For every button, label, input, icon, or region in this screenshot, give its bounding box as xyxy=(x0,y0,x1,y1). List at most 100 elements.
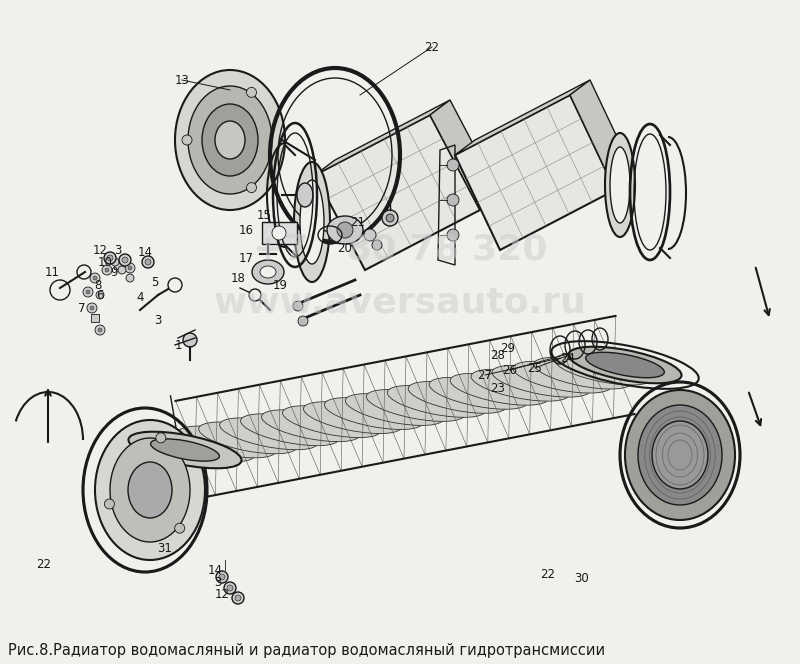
Ellipse shape xyxy=(625,390,735,520)
Circle shape xyxy=(104,252,116,264)
Ellipse shape xyxy=(586,353,664,378)
Circle shape xyxy=(168,278,182,292)
Circle shape xyxy=(364,229,376,241)
Circle shape xyxy=(118,266,126,274)
Circle shape xyxy=(227,585,233,591)
Text: www.aversauto.ru: www.aversauto.ru xyxy=(214,285,586,319)
Text: 15: 15 xyxy=(257,208,271,222)
Polygon shape xyxy=(315,115,480,270)
Circle shape xyxy=(382,210,398,226)
Ellipse shape xyxy=(129,432,242,468)
Circle shape xyxy=(87,303,97,313)
Circle shape xyxy=(447,229,459,241)
Text: 17: 17 xyxy=(238,252,254,264)
Circle shape xyxy=(145,259,151,265)
Text: 5: 5 xyxy=(151,276,158,288)
FancyBboxPatch shape xyxy=(114,261,122,269)
Text: 1: 1 xyxy=(174,339,182,351)
Text: 3: 3 xyxy=(214,576,222,588)
Circle shape xyxy=(102,265,112,275)
Text: 30: 30 xyxy=(574,572,590,584)
Text: 18: 18 xyxy=(230,272,246,284)
Text: 7: 7 xyxy=(78,301,86,315)
Ellipse shape xyxy=(429,377,527,409)
Text: 24: 24 xyxy=(561,351,575,365)
Circle shape xyxy=(219,574,225,580)
Circle shape xyxy=(105,268,109,272)
Circle shape xyxy=(156,433,166,443)
Circle shape xyxy=(174,523,185,533)
Ellipse shape xyxy=(327,216,363,244)
Ellipse shape xyxy=(300,180,324,264)
Ellipse shape xyxy=(325,398,422,430)
Text: 4: 4 xyxy=(136,291,144,303)
Polygon shape xyxy=(570,80,635,190)
Circle shape xyxy=(183,333,197,347)
FancyBboxPatch shape xyxy=(91,314,99,322)
Ellipse shape xyxy=(220,418,318,450)
Polygon shape xyxy=(455,80,590,155)
Ellipse shape xyxy=(605,133,635,237)
Ellipse shape xyxy=(136,434,234,466)
Text: 22: 22 xyxy=(425,41,439,54)
Ellipse shape xyxy=(555,353,654,385)
Ellipse shape xyxy=(241,414,339,446)
Circle shape xyxy=(126,274,134,282)
Text: +7   80 78 320: +7 80 78 320 xyxy=(253,232,547,266)
Text: 3: 3 xyxy=(114,244,122,256)
Ellipse shape xyxy=(294,162,330,282)
Circle shape xyxy=(125,263,135,273)
Text: 10: 10 xyxy=(98,256,113,268)
Polygon shape xyxy=(430,100,500,210)
Ellipse shape xyxy=(175,70,285,210)
Circle shape xyxy=(447,159,459,171)
Circle shape xyxy=(83,287,93,297)
Text: 26: 26 xyxy=(502,363,518,376)
Ellipse shape xyxy=(157,430,255,462)
Ellipse shape xyxy=(198,422,297,454)
Circle shape xyxy=(96,291,104,299)
Circle shape xyxy=(447,194,459,206)
Circle shape xyxy=(95,325,105,335)
Ellipse shape xyxy=(297,183,313,207)
Circle shape xyxy=(216,571,228,583)
Ellipse shape xyxy=(534,357,632,389)
Circle shape xyxy=(224,582,236,594)
Circle shape xyxy=(372,240,382,250)
Text: 12: 12 xyxy=(214,588,230,602)
Ellipse shape xyxy=(260,266,276,278)
Ellipse shape xyxy=(215,121,245,159)
Ellipse shape xyxy=(95,420,205,560)
Text: 12: 12 xyxy=(93,244,107,256)
Circle shape xyxy=(386,214,394,222)
Circle shape xyxy=(111,258,119,266)
Ellipse shape xyxy=(610,147,630,223)
Ellipse shape xyxy=(303,402,402,434)
Circle shape xyxy=(337,222,353,238)
Text: 22: 22 xyxy=(37,558,51,572)
Circle shape xyxy=(128,266,132,270)
Circle shape xyxy=(142,256,154,268)
Circle shape xyxy=(246,183,257,193)
Ellipse shape xyxy=(576,349,674,381)
Ellipse shape xyxy=(513,361,611,393)
Ellipse shape xyxy=(188,86,272,194)
Circle shape xyxy=(105,499,114,509)
Circle shape xyxy=(232,592,244,604)
Ellipse shape xyxy=(569,347,682,383)
Text: 16: 16 xyxy=(238,224,254,236)
Ellipse shape xyxy=(150,439,219,461)
Ellipse shape xyxy=(387,386,486,418)
Circle shape xyxy=(246,88,257,98)
Text: 11: 11 xyxy=(45,266,59,278)
Text: 19: 19 xyxy=(273,278,287,291)
Text: 23: 23 xyxy=(490,382,506,394)
Text: 28: 28 xyxy=(490,349,506,361)
Ellipse shape xyxy=(638,405,722,505)
Ellipse shape xyxy=(408,382,506,413)
Circle shape xyxy=(90,273,100,283)
Text: 8: 8 xyxy=(94,278,102,291)
Circle shape xyxy=(182,135,192,145)
Ellipse shape xyxy=(346,394,444,426)
Ellipse shape xyxy=(262,410,360,442)
